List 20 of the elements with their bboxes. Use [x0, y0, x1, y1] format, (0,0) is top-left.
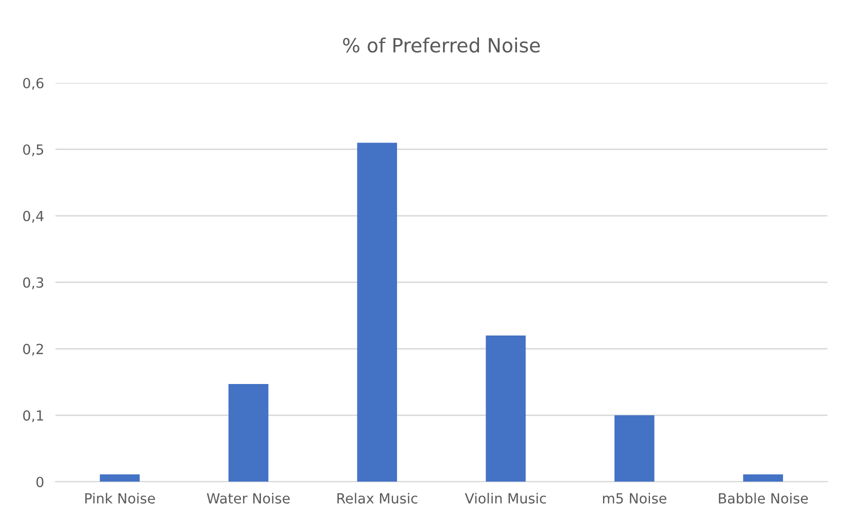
y-tick-label: 0,5 [23, 144, 44, 156]
x-tick-label: Pink Noise [85, 492, 155, 504]
bar [614, 415, 654, 482]
bar [357, 142, 398, 482]
y-tick-label: 0,1 [23, 410, 44, 422]
y-tick-label: 0,3 [23, 277, 44, 290]
y-tick-label: 0,6 [23, 78, 44, 90]
y-tick-label: 0,2 [23, 344, 43, 356]
bar [228, 384, 268, 482]
bar [743, 474, 784, 482]
x-tick-label: Violin Music [464, 492, 546, 504]
y-tick-label: 0,4 [23, 210, 44, 223]
x-tick-label: Water Noise [206, 492, 290, 504]
x-tick-label: m5 Noise [603, 492, 666, 504]
x-tick-label: Relax Music [337, 492, 418, 504]
bar [100, 474, 140, 482]
bar [486, 335, 526, 482]
y-tick-label: 0 [36, 476, 44, 488]
chart-title: % of Preferred Noise [343, 38, 540, 53]
x-tick-label: Babble Noise [718, 492, 808, 504]
